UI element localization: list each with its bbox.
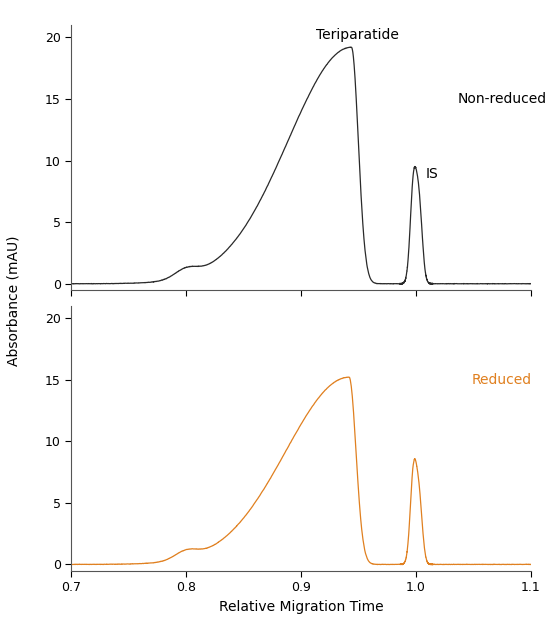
Text: Non-reduced: Non-reduced [457,92,546,106]
Text: Absorbance (mAU): Absorbance (mAU) [7,236,21,366]
Text: Teriparatide: Teriparatide [316,28,399,43]
Text: IS: IS [426,167,438,181]
Text: Reduced: Reduced [472,372,532,387]
X-axis label: Relative Migration Time: Relative Migration Time [219,599,383,614]
